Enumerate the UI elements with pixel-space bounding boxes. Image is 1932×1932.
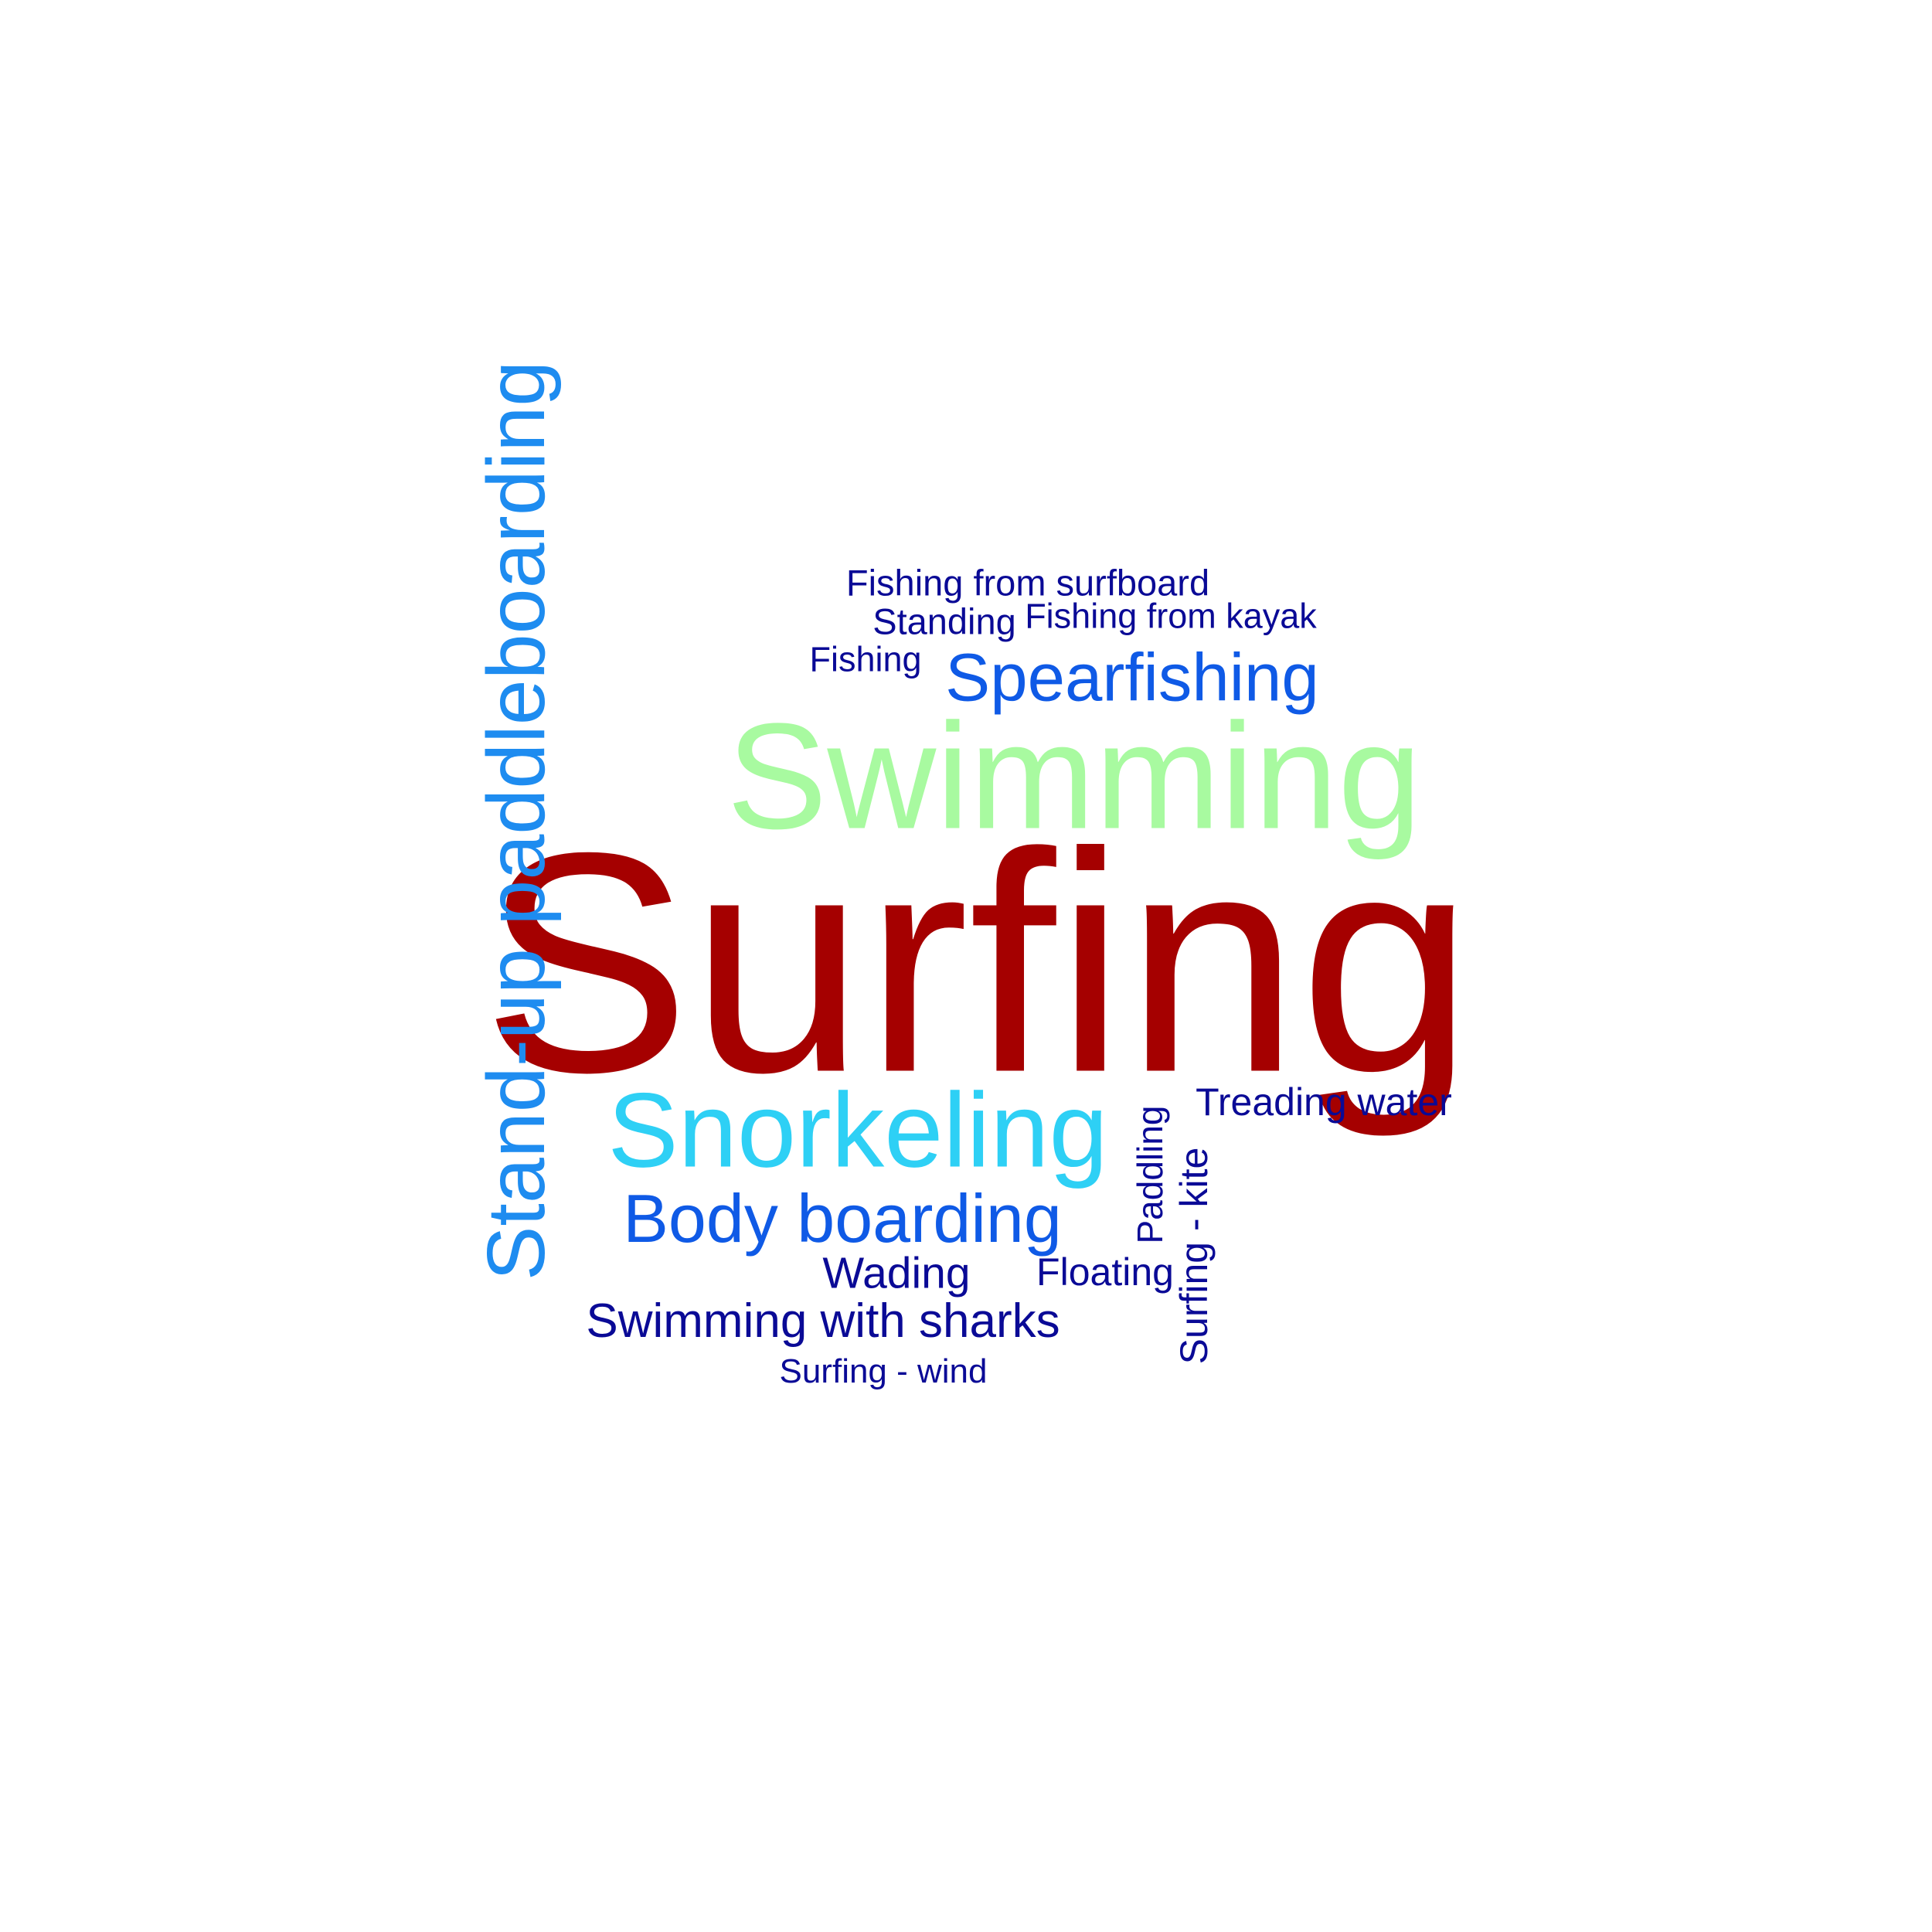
word-fishing: Fishing xyxy=(809,639,922,679)
word-snorkeling: Snorkeling xyxy=(607,1071,1108,1190)
word-treading-water: Treading water xyxy=(1196,1080,1452,1124)
word-body-boarding: Body boarding xyxy=(623,1180,1062,1257)
word-surfing-kite: Surfing - kite xyxy=(1172,1147,1216,1365)
word-fishing-from-kayak: Fishing from kayak xyxy=(1025,596,1317,636)
word-swimming-with-sharks: Swimming with sharks xyxy=(586,1294,1060,1348)
word-paddling: Paddling xyxy=(1130,1105,1170,1244)
word-fishing-from-surfboard: Fishing from surfboard xyxy=(845,562,1210,604)
word-surfing-wind: Surfing - wind xyxy=(779,1352,988,1390)
word-spearfishing: Spearfishing xyxy=(945,640,1319,716)
word-standing: Standing xyxy=(872,600,1016,642)
word-wading: Wading xyxy=(822,1248,971,1298)
word-surfing: Surfing xyxy=(481,787,1474,1138)
word-floating: Floating xyxy=(1036,1250,1174,1294)
word-swimming: Swimming xyxy=(726,692,1422,861)
word-stand-up-paddleboarding: Stand-up paddleboarding xyxy=(471,360,562,1281)
